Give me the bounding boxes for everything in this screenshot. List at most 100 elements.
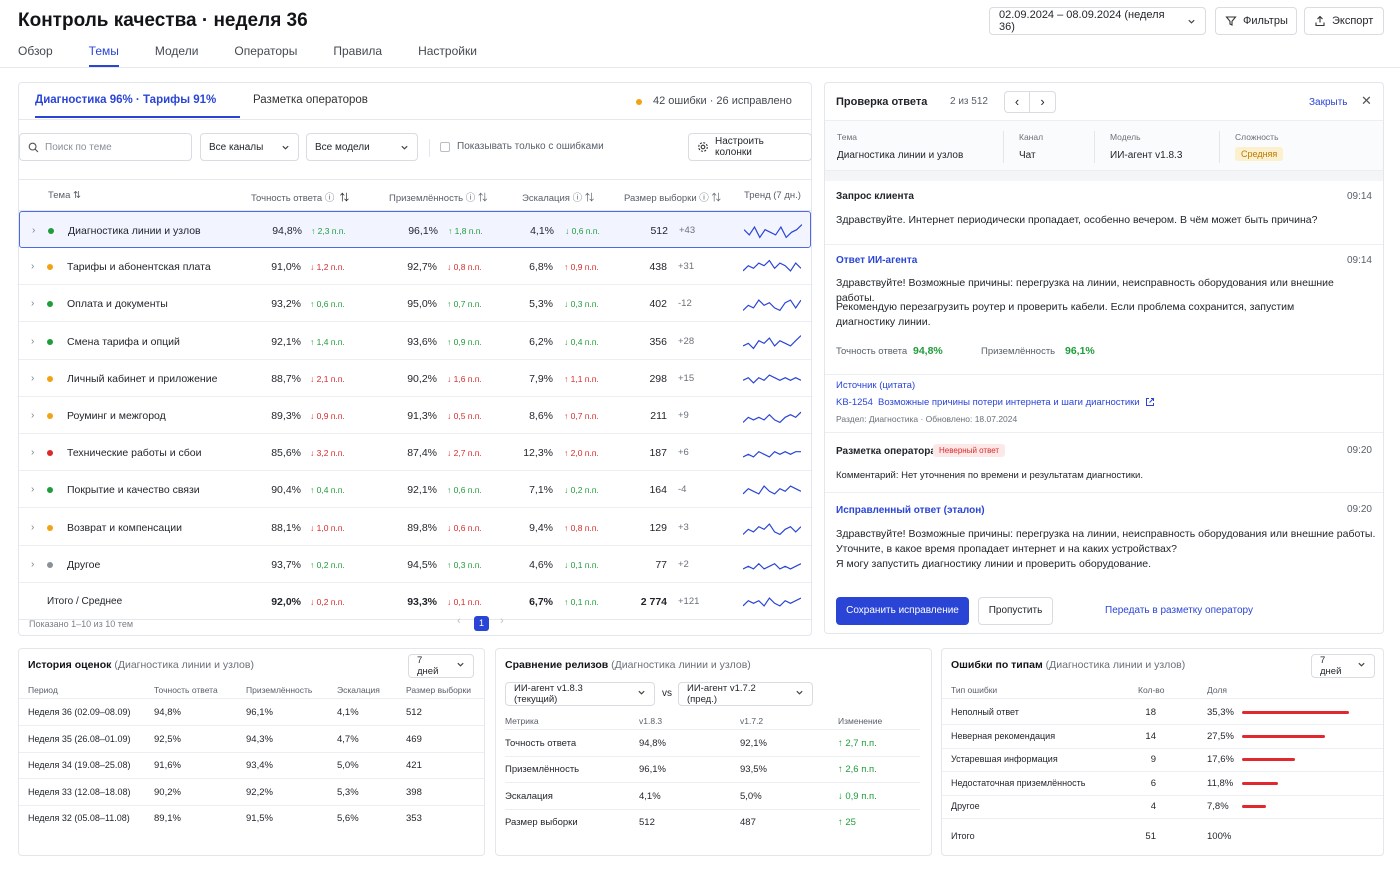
col-escalation-label: Эскалация	[522, 193, 570, 204]
tab-models[interactable]: Модели	[154, 44, 199, 58]
skip-button[interactable]: Пропустить	[978, 597, 1053, 625]
accuracy-delta: ↓ 3,2 п.п.	[310, 448, 345, 459]
release-col-header: Изменение	[838, 716, 883, 726]
main-tabs: Обзор Темы Модели Операторы Правила Наст…	[18, 44, 513, 67]
operator-markup: Разметка оператора Неверный ответ 09:20 …	[825, 433, 1383, 493]
table-row[interactable]: › Возврат и компенсации 88,1% ↓ 1,0 п.п. 89,…	[19, 509, 811, 546]
prev-answer-button[interactable]: ‹	[1004, 91, 1030, 113]
close-icon[interactable]: ✕	[1361, 93, 1372, 108]
total-sample-delta: +121	[678, 596, 700, 607]
topic-name: Другое	[67, 558, 101, 571]
grounded-delta: ↓ 0,6 п.п.	[447, 522, 482, 533]
models-select[interactable]: Все модели	[306, 133, 418, 161]
page-1[interactable]: 1	[474, 616, 489, 631]
col-accuracy[interactable]: Точность ответа ⓘ ⇅	[251, 190, 349, 204]
col-sample-label: Размер выборки	[624, 193, 697, 204]
table-row[interactable]: › Смена тарифа и опций 92,1% ↑ 1,4 п.п. 93,6…	[19, 323, 811, 360]
col-topic[interactable]: Тема ⇅	[48, 190, 81, 201]
table-row[interactable]: › Технические работы и сбои 85,6% ↓ 3,2 п.п…	[19, 434, 811, 472]
chevron-right-icon[interactable]: ›	[31, 335, 35, 347]
source-link[interactable]: KB-1254 Возможные причины потери интерне…	[836, 397, 1155, 410]
chevron-right-icon[interactable]: ›	[31, 298, 35, 310]
table-row[interactable]: › Другое 93,7% ↑ 0,2 п.п. 94,5% ↑ 0,3 п.п. 4,6…	[19, 546, 811, 583]
sort-icon: ⇅	[339, 193, 350, 204]
tab-settings[interactable]: Настройки	[418, 44, 477, 58]
grounded-value: 87,4%	[407, 447, 437, 460]
sample-delta: +9	[678, 410, 689, 421]
accuracy-delta: ↑ 2,3 п.п.	[311, 226, 346, 236]
table-row[interactable]: › Покрытие и качество связи 90,4% ↑ 0,4 п.п…	[19, 471, 811, 509]
chevron-right-icon[interactable]: ›	[31, 261, 35, 273]
col-sample[interactable]: Размер выборки ⓘ ⇅	[624, 190, 721, 204]
close-link[interactable]: Закрыть	[1309, 97, 1348, 108]
search-input[interactable]: Поиск по теме	[45, 141, 112, 153]
only-errors-toggle[interactable]: Показывать только с ошибками	[440, 141, 604, 152]
chevron-right-icon[interactable]: ›	[31, 372, 35, 384]
table-row[interactable]: › Оплата и документы 93,2% ↑ 0,6 п.п. 95,0% ↑…	[19, 285, 811, 323]
date-range-select[interactable]: 02.09.2024 – 08.09.2024 (неделя 36)	[989, 7, 1206, 35]
release-right-select[interactable]: ИИ-агент v1.7.2 (пред.)	[678, 682, 813, 706]
fixed-label: Исправленный ответ (эталон)	[836, 505, 985, 516]
next-answer-button[interactable]: ›	[1030, 91, 1056, 113]
history-col-header: Период	[28, 685, 58, 695]
export-button[interactable]: Экспорт	[1304, 7, 1384, 35]
error-type: Недостаточная приземлённость	[951, 777, 1086, 788]
sample-size: 129	[649, 521, 667, 534]
error-share: 17,6%	[1207, 754, 1234, 765]
history-cell: 353	[406, 813, 422, 824]
sample-size: 77	[655, 558, 667, 571]
meta-channel-value: Чат	[1019, 150, 1036, 161]
chevron-right-icon[interactable]: ›	[31, 447, 35, 459]
col-grounded-label: Приземлённость	[389, 193, 464, 204]
release-cell: 487	[740, 816, 756, 828]
columns-button[interactable]: Настроить колонки	[688, 133, 812, 161]
source-citation: Источник (цитата) KB-1254 Возможные прич…	[825, 375, 1383, 433]
chevron-right-icon[interactable]: ›	[31, 484, 35, 496]
table-row[interactable]: › Тарифы и абонентская плата 91,0% ↓ 1,2 п.…	[19, 248, 811, 286]
col-escalation[interactable]: Эскалация ⓘ ⇅	[522, 190, 594, 204]
history-period-select[interactable]: 7 дней	[408, 654, 474, 678]
filters-button[interactable]: Фильтры	[1215, 7, 1297, 35]
errors-period-value: 7 дней	[1320, 655, 1342, 677]
next-page-icon[interactable]: ›	[500, 615, 504, 627]
chevron-right-icon[interactable]: ›	[32, 225, 36, 236]
error-type: Другое	[951, 801, 980, 811]
history-cell: 91,5%	[246, 813, 273, 824]
release-cell: Приземлённость	[505, 764, 580, 776]
table-row[interactable]: › Диагностика линии и узлов 94,8% ↑ 2,3 п.п…	[19, 211, 811, 248]
prev-page-icon[interactable]: ‹	[457, 615, 461, 627]
total-label: Итого / Среднее	[47, 596, 123, 607]
tab-overview[interactable]: Обзор	[18, 44, 53, 58]
history-cell: Неделя 36 (02.09–08.09)	[28, 707, 131, 717]
export-icon	[1314, 15, 1326, 27]
release-left-select[interactable]: ИИ-агент v1.8.3 (текущий)	[505, 682, 655, 706]
escalation-value: 8,6%	[529, 410, 553, 422]
channels-select[interactable]: Все каналы	[200, 133, 299, 161]
chevron-right-icon[interactable]: ›	[31, 410, 35, 421]
errors-total-share: 100%	[1207, 830, 1232, 842]
topics-tabs: Диагностика 96% · Тарифы 91% Разметка оп…	[19, 83, 811, 120]
total-escalation-delta: ↑ 0,1 п.п.	[564, 597, 599, 607]
transfer-to-operator-button[interactable]: Передать в разметку оператору	[1105, 605, 1253, 616]
save-fix-button[interactable]: Сохранить исправление	[836, 597, 969, 625]
tab-diagnostics-tariffs[interactable]: Диагностика 96% · Тарифы 91%	[35, 94, 240, 118]
tab-operator-markup[interactable]: Разметка операторов	[253, 94, 368, 106]
errors-period-select[interactable]: 7 дней	[1311, 654, 1375, 678]
accuracy-delta: ↓ 1,2 п.п.	[310, 262, 345, 273]
table-row[interactable]: › Роуминг и межгород 89,3% ↓ 0,9 п.п. 91,3% ↓…	[19, 397, 811, 434]
tab-rules[interactable]: Правила	[333, 44, 383, 58]
grounded-value: 94,5%	[407, 558, 437, 571]
markup-comment: Комментарий: Нет уточнения по времени и …	[836, 470, 1144, 481]
chevron-right-icon[interactable]: ›	[31, 558, 35, 570]
chevron-right-icon[interactable]: ›	[31, 521, 35, 533]
error-count: 14	[1145, 730, 1156, 742]
error-share-bar	[1242, 781, 1278, 785]
tab-operators[interactable]: Операторы	[234, 44, 298, 58]
col-grounded[interactable]: Приземлённость ⓘ ⇅	[389, 190, 487, 204]
table-row[interactable]: › Личный кабинет и приложение 88,7% ↓ 2,1 п…	[19, 360, 811, 397]
tab-topics[interactable]: Темы	[88, 44, 119, 67]
search-box[interactable]: Поиск по теме	[19, 133, 192, 161]
only-errors-checkbox[interactable]	[440, 141, 450, 152]
topic-name: Роуминг и межгород	[67, 410, 166, 422]
grounded-value: 91,3%	[407, 410, 437, 422]
